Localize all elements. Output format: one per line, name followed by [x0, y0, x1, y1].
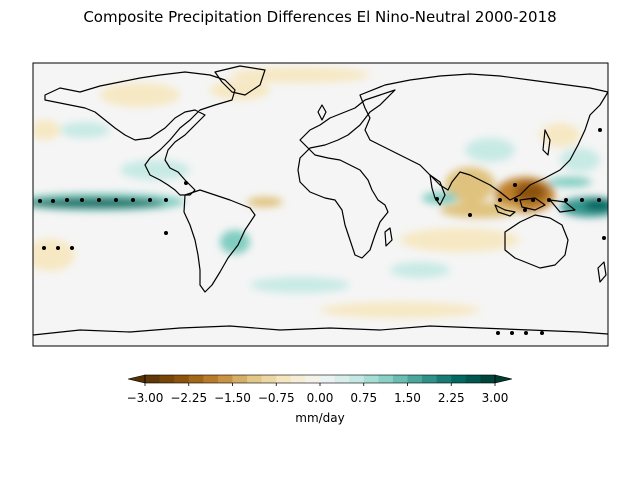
- colorbar-tick-label: −2.25: [170, 391, 208, 405]
- map-frame: [32, 62, 609, 347]
- chart-title: Composite Precipitation Differences El N…: [83, 8, 557, 26]
- colorbar-segment: [480, 375, 496, 383]
- colorbar-extend-high: [494, 374, 513, 384]
- colorbar-segment: [232, 375, 248, 383]
- colorbar-segment: [276, 375, 292, 383]
- significance-dots: [38, 128, 606, 335]
- colorbar-segment: [465, 375, 481, 383]
- colorbar-segment: [320, 375, 336, 383]
- colorbar: [127, 374, 513, 386]
- colorbar-tick-label: 0.00: [306, 391, 334, 405]
- colorbar-segment: [247, 375, 263, 383]
- colorbar-tick-label: 1.50: [394, 391, 421, 405]
- colorbar-segment: [217, 375, 233, 383]
- colorbar-segment: [392, 375, 408, 383]
- colorbar-segment: [451, 375, 467, 383]
- colorbar-segment: [203, 375, 219, 383]
- colorbar-segment: [407, 375, 423, 383]
- colorbar-tick-label: −0.75: [257, 391, 295, 405]
- colorbar-segment: [349, 375, 365, 383]
- colorbar-segment: [159, 375, 175, 383]
- colorbar-segment: [334, 375, 350, 383]
- colorbar-segment: [378, 375, 394, 383]
- colorbar-segment: [261, 375, 277, 383]
- colorbar-segment: [422, 375, 438, 383]
- colorbar-segment: [363, 375, 379, 383]
- colorbar-tick-label: 2.25: [437, 391, 465, 405]
- colorbar-segment: [145, 375, 161, 383]
- colorbar-segment: [174, 375, 190, 383]
- colorbar-label: mm/day: [295, 411, 345, 425]
- colorbar-segment: [188, 375, 204, 383]
- colorbar-segment: [436, 375, 452, 383]
- colorbar-tick-label: 0.75: [350, 391, 378, 405]
- colorbar-segment: [305, 375, 321, 383]
- colorbar-tick-label: −3.00: [126, 391, 164, 405]
- colorbar-tick-label: 3.00: [481, 391, 509, 405]
- colorbar-extend-low: [127, 374, 146, 384]
- colorbar-tick-label: −1.50: [214, 391, 251, 405]
- precip-field: [33, 67, 608, 318]
- colorbar-segment: [290, 375, 306, 383]
